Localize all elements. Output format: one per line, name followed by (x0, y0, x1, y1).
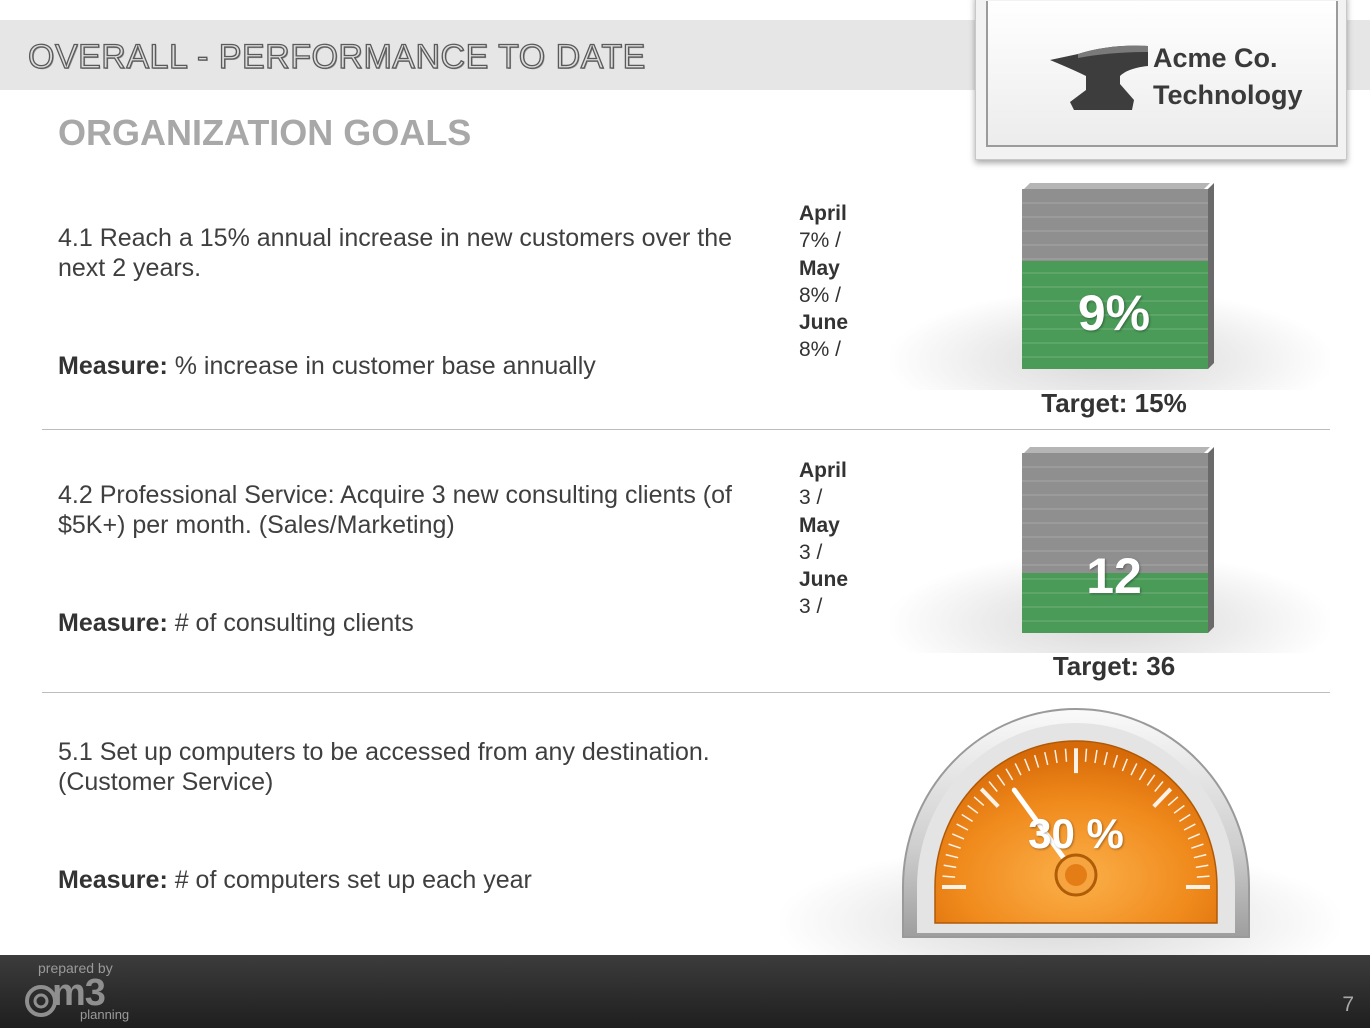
measure-text: # of computers set up each year (167, 866, 532, 894)
gauge-minor-tick (967, 804, 979, 814)
gauge-minor-tick (1024, 758, 1031, 772)
goal-description: 4.2 Professional Service: Acquire 3 new … (58, 481, 732, 539)
gauge-minor-tick (1005, 768, 1014, 781)
anvil-icon (1050, 45, 1148, 110)
month-value: 3 / (799, 486, 823, 510)
gauge-minor-tick (1112, 754, 1119, 768)
goal-measure: Measure: # of computers set up each year (58, 866, 532, 895)
gauge-minor-tick (942, 875, 956, 878)
gauge-minor-tick (1014, 763, 1022, 776)
metric-value: 12 (1086, 548, 1142, 604)
gauge-minor-tick (1187, 833, 1201, 840)
brand-sub: planning (80, 1007, 130, 1022)
month-value: 7% / (799, 229, 842, 253)
gauge-minor-tick (1173, 804, 1185, 814)
row-divider (42, 692, 1330, 693)
gauge-minor-tick (943, 864, 957, 869)
gauge-minor-tick (1183, 823, 1196, 831)
gauge-minor-tick (1130, 763, 1138, 776)
gauge-minor-tick (1193, 853, 1207, 859)
gauge-minor-tick (1195, 864, 1209, 869)
gauge-minor-tick (1103, 751, 1109, 766)
footer-bar (0, 955, 1370, 1028)
goal-description: 5.1 Set up computers to be accessed from… (58, 738, 710, 796)
metric-value: 9% (1077, 285, 1151, 341)
month-label: May (799, 513, 840, 537)
measure-label: Measure: (58, 352, 168, 380)
gauge-minor-tick (1196, 875, 1210, 878)
brand-logo: m3 (52, 972, 106, 1014)
month-label: April (799, 202, 847, 225)
progress-bar-1 (1022, 183, 1214, 369)
month-value: 8% / (799, 283, 842, 307)
gauge-minor-tick (1154, 781, 1164, 793)
m3-logo-icon (25, 985, 57, 1017)
measure-text: % increase in customer base annually (167, 352, 596, 380)
page-number: 7 (1342, 993, 1354, 1016)
gauge-minor-tick (956, 823, 969, 831)
gauge-minor-tick (1138, 768, 1147, 781)
gauge-minor-tick (1178, 813, 1191, 823)
gauge-minor-tick (1054, 749, 1058, 764)
gauge-major-tick (979, 787, 1000, 808)
gauge-minor-tick (951, 833, 965, 840)
month-value: 8% / (799, 338, 842, 362)
logo-frame (975, 0, 1347, 160)
month-value: 3 / (799, 540, 823, 564)
logo-line-2: Technology (1153, 80, 1303, 110)
month-value: 3 / (799, 595, 823, 619)
prepared-by-label: prepared by (38, 960, 113, 976)
page-title: OVERALL - PERFORMANCE TO DATE (27, 37, 646, 76)
measure-label: Measure: (58, 866, 168, 894)
goal-measure: Measure: % increase in customer base ann… (58, 352, 596, 381)
gauge-value: 30 % (1028, 810, 1124, 857)
month-label: June (799, 568, 849, 592)
gauge-minor-tick (1167, 796, 1179, 807)
goal-measure: Measure: # of consulting clients (58, 609, 414, 638)
goal-description: 4.1 Reach a 15% annual increase in new c… (58, 224, 732, 282)
row-divider (42, 429, 1330, 430)
monthly-values: April 3 / May 3 / June 3 / (799, 457, 848, 621)
gauge-major-tick (1152, 787, 1173, 808)
gauge-minor-tick (988, 781, 998, 793)
gauge-minor-tick (948, 843, 961, 849)
gauge-minor-tick (1121, 758, 1128, 772)
gauge-minor-tick (1146, 774, 1156, 786)
gauge-minor-tick (1084, 748, 1088, 762)
measure-label: Measure: (58, 609, 168, 637)
gauge-minor-tick (1064, 748, 1068, 762)
gauge-minor-tick (1033, 754, 1040, 768)
month-label: May (799, 256, 840, 280)
gauge-minor-tick (945, 853, 959, 859)
section-subtitle: ORGANIZATION GOALS (58, 112, 472, 153)
monthly-values: April 7% / May 8% / June 8% / (799, 200, 848, 364)
logo-line-1: Acme Co. (1153, 43, 1278, 73)
gauge-minor-tick (1043, 751, 1049, 766)
gauge-minor-tick (1191, 843, 1204, 849)
target-label: Target: 15% (1041, 388, 1187, 418)
progress-bar-2 (1022, 447, 1214, 633)
target-label: Target: 36 (1052, 651, 1176, 681)
gauge-minor-tick (1094, 749, 1098, 764)
logo-text: Acme Co. Technology (1153, 40, 1303, 114)
gauge-minor-tick (973, 796, 985, 807)
gauge-dial (902, 708, 1250, 938)
measure-text: # of consulting clients (167, 609, 414, 637)
month-label: June (799, 311, 849, 335)
gauge-minor-tick (996, 774, 1006, 786)
month-label: April (799, 459, 847, 482)
gauge-minor-tick (961, 813, 974, 823)
